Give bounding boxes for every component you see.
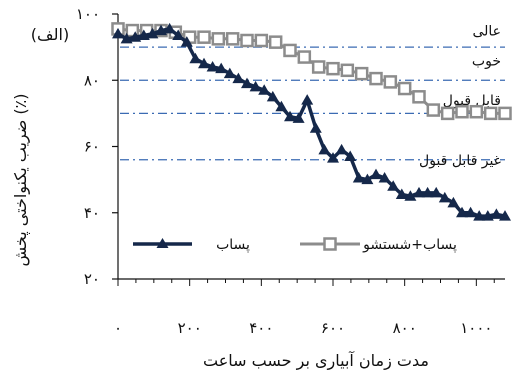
series-0-point-35 <box>413 186 425 198</box>
y-axis-title: ضریب یکنواختی پخش (٪) <box>11 94 31 267</box>
x-axis-title: مدت زمان آبیاری بر حسب ساعت <box>203 351 429 371</box>
series-1-point-18 <box>369 71 383 86</box>
series-0-point-18 <box>266 90 279 102</box>
series-0-point-8 <box>180 36 193 47</box>
series-1-point-24 <box>455 104 469 119</box>
series-1-point-15 <box>326 61 340 76</box>
series-0-point-6 <box>163 22 176 34</box>
series-1-point-14 <box>311 60 326 74</box>
series-1-point-26 <box>483 106 498 121</box>
series-1-point-23 <box>440 106 455 121</box>
series-0-point-38 <box>438 191 451 203</box>
series-0-point-40 <box>456 206 468 218</box>
series-1-point-8 <box>225 32 240 46</box>
series-0-point-44 <box>490 208 503 219</box>
series-0-point-20 <box>284 110 296 122</box>
series-0-point-22 <box>301 94 314 105</box>
y-tick-label-0: ۲۰ <box>84 270 100 288</box>
series-1-point-17 <box>354 66 369 81</box>
series-0-point-27 <box>344 150 357 161</box>
series-0-point-3 <box>137 29 150 41</box>
series-0-point-11 <box>206 61 219 72</box>
series-line-1 <box>117 27 505 115</box>
series-1-point-20 <box>397 81 412 96</box>
series-0-point-19 <box>275 100 288 112</box>
series-0-point-10 <box>198 57 210 69</box>
series-0-point-29 <box>361 173 374 185</box>
series-0-point-9 <box>189 52 202 64</box>
series-1-point-11 <box>268 35 283 49</box>
series-1-point-27 <box>498 106 512 121</box>
reference-label-1: خوب <box>472 53 501 69</box>
series-0-point-5 <box>155 24 167 36</box>
series-0-point-41 <box>464 206 477 218</box>
series-0-point-14 <box>232 72 245 84</box>
series-0-point-26 <box>335 143 348 155</box>
series-0-point-32 <box>387 180 400 191</box>
legend-marker-effluent-wash <box>323 237 337 251</box>
series-0-point-42 <box>473 210 486 221</box>
series-0-point-23 <box>309 122 322 133</box>
series-0-point-7 <box>172 29 185 41</box>
series-0-point-24 <box>318 143 331 155</box>
y-tick-label-1: ۴۰ <box>84 204 100 222</box>
x-tick-label-1: ۲۰۰ <box>178 319 202 337</box>
y-tick-label-3: ۸۰ <box>84 71 100 89</box>
y-tick-label-4: ۱۰۰ <box>76 5 100 23</box>
series-1-point-13 <box>297 50 312 64</box>
series-0-point-34 <box>404 190 417 201</box>
series-1-point-25 <box>469 104 484 119</box>
series-0-point-25 <box>327 152 339 163</box>
series-line-0 <box>117 27 506 218</box>
series-0-point-31 <box>378 171 391 183</box>
x-tick-label-4: ۸۰۰ <box>393 319 417 337</box>
x-tick-label-5: ۱۰۰۰ <box>460 319 492 337</box>
series-0-point-36 <box>421 186 434 198</box>
reference-label-0: عالی <box>472 24 501 40</box>
series-1-point-12 <box>283 43 297 58</box>
series-1-point-9 <box>240 33 254 48</box>
series-0-point-21 <box>292 112 305 123</box>
series-0-point-4 <box>146 27 159 39</box>
panel-label: (الف) <box>31 25 69 44</box>
series-1-point-21 <box>412 90 426 104</box>
series-1-point-19 <box>383 75 398 89</box>
series-0-point-15 <box>241 77 253 89</box>
reference-label-3: غیر قابل قبول <box>419 153 501 169</box>
legend-marker-effluent <box>156 238 169 248</box>
legend-label-effluent-wash: پساب+شستشو <box>362 237 457 253</box>
series-1-point-7 <box>211 32 226 46</box>
series-0-point-43 <box>481 210 494 221</box>
series-0-point-16 <box>249 80 262 92</box>
legend: پساب پساب+شستشو <box>133 237 457 253</box>
series-0-point-13 <box>223 67 236 79</box>
legend-label-effluent: پساب <box>216 237 250 253</box>
series-0-point-1 <box>120 32 133 44</box>
series-1-point-22 <box>426 103 441 117</box>
series-0-point-2 <box>129 31 142 42</box>
series-0-point-28 <box>352 171 365 183</box>
series-0-point-0 <box>112 27 124 39</box>
series-0-point-33 <box>395 188 408 200</box>
series-layer <box>111 22 512 221</box>
x-tick-label-0: ۰ <box>114 319 122 337</box>
series-0-point-30 <box>370 168 382 180</box>
x-tick-label-3: ۶۰۰ <box>321 319 345 337</box>
series-0-point-39 <box>447 196 460 208</box>
series-0-point-17 <box>258 84 271 95</box>
y-tick-label-2: ۶۰ <box>84 138 100 156</box>
series-0-point-45 <box>499 210 511 221</box>
series-0-point-37 <box>430 186 443 198</box>
x-tick-label-2: ۴۰۰ <box>249 319 273 337</box>
series-1-point-10 <box>254 33 269 48</box>
series-0-point-12 <box>215 62 228 74</box>
series-1-point-6 <box>197 30 211 44</box>
series-1-point-16 <box>340 63 355 78</box>
